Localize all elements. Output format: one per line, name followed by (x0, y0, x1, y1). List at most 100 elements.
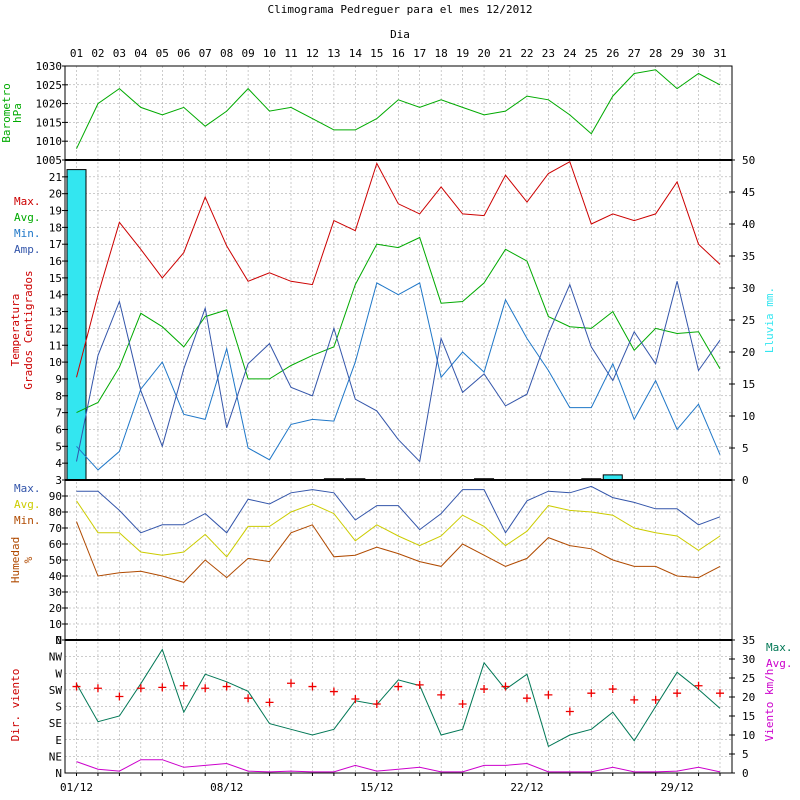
temperatura-tick-label: 16 (49, 255, 62, 268)
temperatura-ylabel-2: Grados Centigrados (22, 270, 35, 389)
temperatura-tick-label: 4 (55, 457, 62, 470)
wind-direction-marker (308, 682, 317, 691)
direccion-tick-label: NW (49, 651, 63, 664)
temperatura-tick-label: 21 (49, 171, 62, 184)
direccion-tick-label: SW (49, 684, 63, 697)
barometro-ylabel-1: Barometro (0, 83, 13, 143)
humedad-tick-label: 20 (49, 602, 62, 615)
wind-direction-marker (115, 692, 124, 701)
day-tick-label: 20 (477, 47, 490, 60)
temperatura-tick-label: 5 (55, 440, 62, 453)
viento-tick-label: 30 (742, 653, 755, 666)
day-tick-label: 09 (241, 47, 254, 60)
temperatura-legend-item: Avg. (14, 211, 41, 224)
lluvia-tick-label: 0 (742, 474, 749, 487)
day-tick-label: 17 (413, 47, 426, 60)
direccion-tick-label: W (55, 667, 62, 680)
viento-tick-label: 20 (742, 691, 755, 704)
wind-direction-marker (544, 690, 553, 699)
wind-direction-marker (694, 681, 703, 690)
day-tick-label: 29 (670, 47, 683, 60)
wind-direction-marker (329, 687, 338, 696)
text-layer: Climograma Pedreguer para el mes 12/2012… (0, 3, 793, 794)
lluvia-ylabel: Lluvia mm. (763, 287, 776, 353)
barometro-tick-label: 1025 (36, 79, 63, 92)
humedad-legend-item: Avg. (14, 498, 41, 511)
rain-bar (66, 169, 87, 481)
wind-direction-marker (673, 689, 682, 698)
day-tick-label: 30 (692, 47, 705, 60)
wind-direction-marker (458, 700, 467, 709)
barometro-tick-label: 1020 (36, 98, 63, 111)
day-tick-label: 15 (370, 47, 383, 60)
wind-direction-marker (587, 689, 596, 698)
humedad-tick-label: 10 (49, 618, 62, 631)
day-tick-label: 13 (327, 47, 340, 60)
humedad-ylabel-1: Humedad (9, 537, 22, 583)
viento-line-max (76, 648, 721, 748)
date-tick-label: 08/12 (210, 781, 243, 794)
temperatura-tick-label: 10 (49, 356, 62, 369)
lluvia-tick-label: 25 (742, 314, 755, 327)
temperatura-line-max (76, 160, 721, 378)
temperatura-legend-item: Max. (14, 195, 41, 208)
humedad-tick-label: 50 (49, 554, 62, 567)
day-tick-label: 26 (606, 47, 619, 60)
viento-line-avg (76, 759, 721, 773)
day-axis-label: Dia (390, 28, 410, 41)
viento-tick-label: 0 (742, 767, 749, 780)
wind-direction-marker (136, 684, 145, 693)
temperatura-tick-label: 12 (49, 322, 62, 335)
direccion-tick-label: E (55, 734, 62, 747)
wind-direction-marker (415, 680, 424, 689)
day-tick-label: 19 (456, 47, 469, 60)
wind-direction-marker (179, 681, 188, 690)
date-tick-label: 29/12 (661, 781, 694, 794)
date-tick-label: 15/12 (360, 781, 393, 794)
day-tick-label: 05 (156, 47, 169, 60)
day-tick-label: 01 (70, 47, 83, 60)
day-tick-label: 10 (263, 47, 276, 60)
barometro-ylabel-2: hPa (11, 103, 24, 123)
wind-direction-marker (222, 682, 231, 691)
wind-direction-marker (651, 695, 660, 704)
humedad-tick-label: 90 (49, 490, 62, 503)
viento-tick-label: 5 (742, 748, 749, 761)
day-tick-label: 14 (349, 47, 363, 60)
direccion-tick-label: N (55, 634, 62, 647)
day-tick-label: 07 (199, 47, 212, 60)
humedad-line-avg (76, 500, 721, 558)
lluvia-tick-label: 30 (742, 282, 755, 295)
temperatura-tick-label: 8 (55, 390, 62, 403)
temperatura-legend-item: Amp. (14, 243, 41, 256)
temperatura-tick-label: 3 (55, 474, 62, 487)
direccion-tick-label: SE (49, 717, 62, 730)
humedad-ylabel-2: % (22, 556, 35, 563)
temperatura-tick-label: 15 (49, 272, 62, 285)
viento-tick-label: 10 (742, 729, 755, 742)
day-tick-label: 08 (220, 47, 233, 60)
day-tick-label: 18 (435, 47, 448, 60)
barometro-line (76, 69, 721, 149)
grid-layer (65, 66, 732, 773)
wind-direction-marker (394, 682, 403, 691)
day-tick-label: 22 (520, 47, 533, 60)
wind-direction-marker (565, 707, 574, 716)
day-tick-label: 25 (585, 47, 598, 60)
wind-direction-marker (630, 695, 639, 704)
temperatura-tick-label: 7 (55, 407, 62, 420)
direccion-tick-label: S (55, 701, 62, 714)
barometro-tick-label: 1010 (36, 135, 63, 148)
marks-layer (66, 69, 724, 773)
temperatura-legend-item: Min. (14, 227, 41, 240)
day-tick-label: 16 (392, 47, 405, 60)
temperatura-line-min (76, 282, 721, 471)
humedad-line-max (76, 485, 721, 534)
viento-tick-label: 15 (742, 710, 755, 723)
temperatura-ylabel-1: Temperatura (9, 294, 22, 367)
day-tick-label: 31 (713, 47, 726, 60)
wind-direction-marker (480, 685, 489, 694)
temperatura-tick-label: 11 (49, 339, 62, 352)
viento-tick-label: 25 (742, 672, 755, 685)
